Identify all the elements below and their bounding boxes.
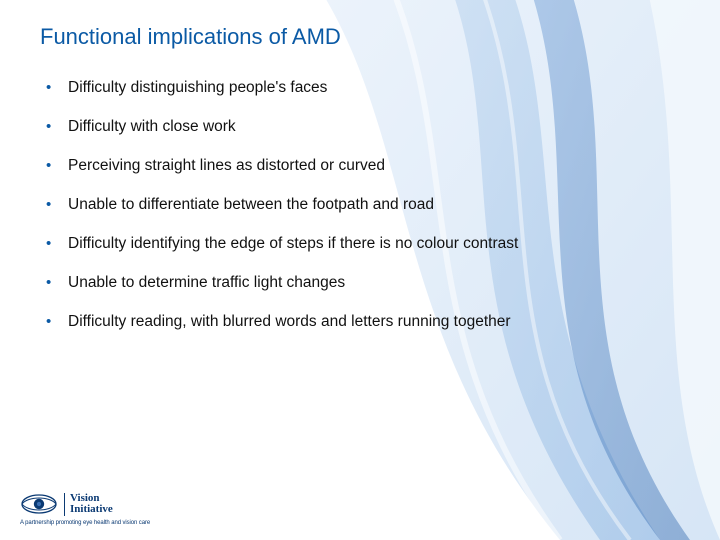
bullet-list: Difficulty distinguishing people's faces… (40, 78, 560, 332)
list-item: Perceiving straight lines as distorted o… (40, 156, 560, 177)
logo: Vision Initiative (20, 493, 150, 516)
list-item: Difficulty identifying the edge of steps… (40, 234, 560, 255)
logo-line-2: Initiative (70, 504, 113, 516)
logo-tagline: A partnership promoting eye health and v… (20, 520, 150, 526)
list-item: Unable to differentiate between the foot… (40, 195, 560, 216)
eye-icon (20, 493, 58, 515)
list-item: Difficulty reading, with blurred words a… (40, 312, 560, 333)
footer: Vision Initiative A partnership promotin… (20, 493, 150, 526)
list-item: Difficulty with close work (40, 117, 560, 138)
list-item: Unable to determine traffic light change… (40, 273, 560, 294)
logo-text: Vision Initiative (64, 493, 113, 516)
list-item: Difficulty distinguishing people's faces (40, 78, 560, 99)
slide-title: Functional implications of AMD (40, 24, 680, 50)
